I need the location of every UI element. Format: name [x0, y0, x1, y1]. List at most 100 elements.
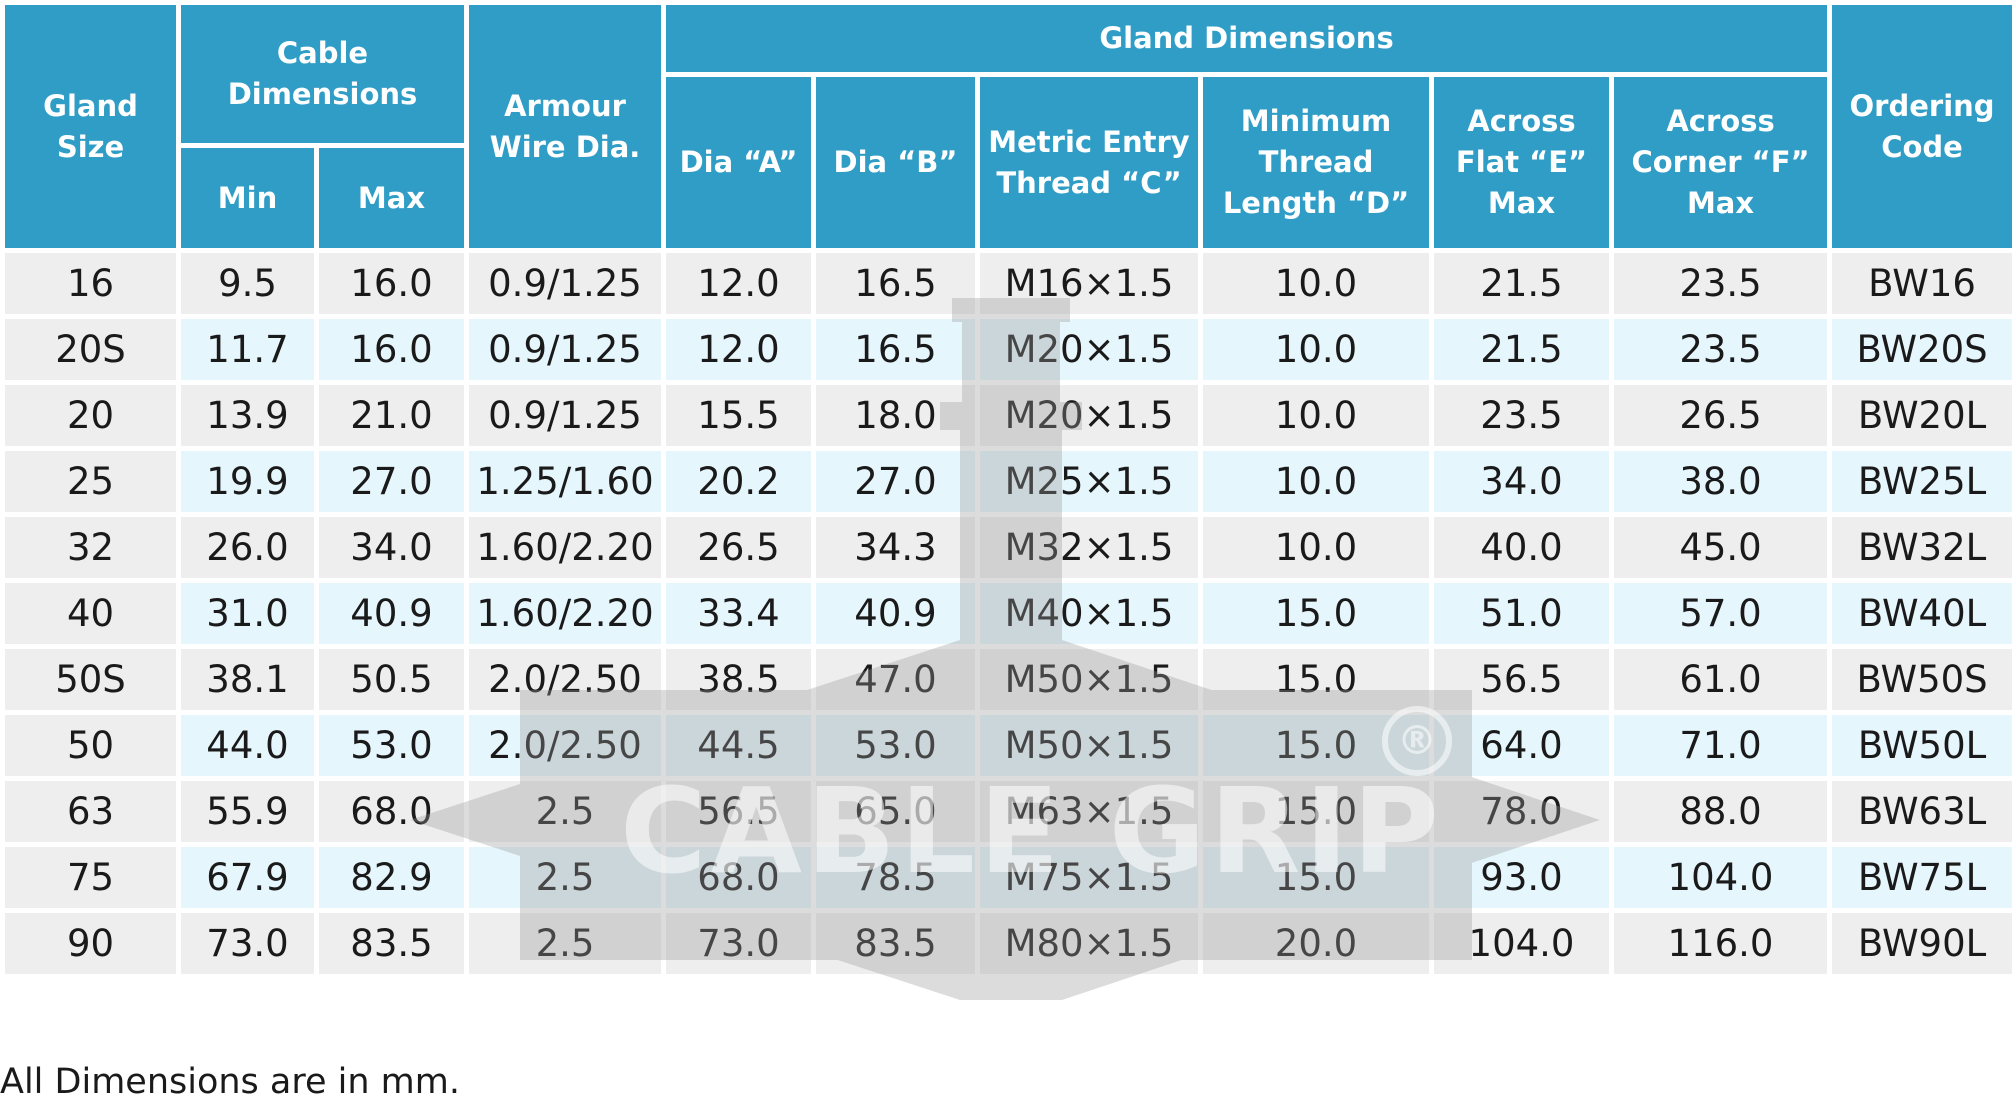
cell-min-thread-length: 10.0 [1201, 515, 1432, 581]
cell-across-corner: 88.0 [1612, 779, 1830, 845]
cell-min-thread-length: 15.0 [1201, 647, 1432, 713]
cell-gland-size: 75 [3, 845, 179, 911]
cell-cable-max: 82.9 [317, 845, 467, 911]
cell-gland-size: 50 [3, 713, 179, 779]
cell-cable-max: 40.9 [317, 581, 467, 647]
cell-min-thread-length: 10.0 [1201, 317, 1432, 383]
cell-armour-wire-dia: 1.60/2.20 [467, 581, 664, 647]
header-gland-dimensions: Gland Dimensions [664, 3, 1830, 75]
cell-gland-size: 25 [3, 449, 179, 515]
cell-cable-max: 68.0 [317, 779, 467, 845]
cell-dia-b: 18.0 [814, 383, 978, 449]
cell-across-corner: 116.0 [1612, 911, 1830, 977]
cell-min-thread-length: 10.0 [1201, 251, 1432, 317]
cell-dia-a: 20.2 [664, 449, 814, 515]
cell-dia-b: 16.5 [814, 317, 978, 383]
cell-across-corner: 45.0 [1612, 515, 1830, 581]
registered-mark-icon: ® [1382, 706, 1452, 776]
cell-across-flat: 34.0 [1432, 449, 1612, 515]
cell-dia-a: 15.5 [664, 383, 814, 449]
cell-across-corner: 23.5 [1612, 251, 1830, 317]
cell-across-corner: 23.5 [1612, 317, 1830, 383]
cell-dia-b: 16.5 [814, 251, 978, 317]
cell-ordering-code: BW16 [1830, 251, 2012, 317]
cell-min-thread-length: 10.0 [1201, 449, 1432, 515]
cell-across-flat: 93.0 [1432, 845, 1612, 911]
cell-dia-b: 83.5 [814, 911, 978, 977]
cell-cable-min: 73.0 [179, 911, 317, 977]
cell-gland-size: 20S [3, 317, 179, 383]
cell-armour-wire-dia: 0.9/1.25 [467, 317, 664, 383]
cell-across-flat: 78.0 [1432, 779, 1612, 845]
cell-dia-a: 73.0 [664, 911, 814, 977]
cell-gland-size: 32 [3, 515, 179, 581]
cell-dia-b: 40.9 [814, 581, 978, 647]
header-max: Max [317, 146, 467, 251]
cell-armour-wire-dia: 0.9/1.25 [467, 383, 664, 449]
header-across-corner: Across Corner “F” Max [1612, 75, 1830, 251]
cell-metric-entry-thread: M32×1.5 [978, 515, 1201, 581]
cell-ordering-code: BW50S [1830, 647, 2012, 713]
cell-gland-size: 63 [3, 779, 179, 845]
cell-metric-entry-thread: M40×1.5 [978, 581, 1201, 647]
cell-across-corner: 38.0 [1612, 449, 1830, 515]
cell-ordering-code: BW50L [1830, 713, 2012, 779]
cell-armour-wire-dia: 1.25/1.60 [467, 449, 664, 515]
header-across-flat: Across Flat “E” Max [1432, 75, 1612, 251]
cell-across-flat: 51.0 [1432, 581, 1612, 647]
cell-metric-entry-thread: M50×1.5 [978, 647, 1201, 713]
cell-across-flat: 23.5 [1432, 383, 1612, 449]
cell-across-flat: 104.0 [1432, 911, 1612, 977]
cell-cable-min: 26.0 [179, 515, 317, 581]
cell-dia-a: 12.0 [664, 317, 814, 383]
cell-gland-size: 50S [3, 647, 179, 713]
cell-cable-max: 53.0 [317, 713, 467, 779]
cell-ordering-code: BW90L [1830, 911, 2012, 977]
table-header: Gland Size Cable Dimensions Armour Wire … [3, 3, 2012, 251]
header-metric-entry-thread: Metric Entry Thread “C” [978, 75, 1201, 251]
cell-gland-size: 40 [3, 581, 179, 647]
header-min: Min [179, 146, 317, 251]
cell-metric-entry-thread: M20×1.5 [978, 383, 1201, 449]
cell-min-thread-length: 20.0 [1201, 911, 1432, 977]
cell-cable-min: 38.1 [179, 647, 317, 713]
header-armour-wire-dia: Armour Wire Dia. [467, 3, 664, 251]
cell-ordering-code: BW75L [1830, 845, 2012, 911]
header-ordering-code: Ordering Code [1830, 3, 2012, 251]
cell-metric-entry-thread: M20×1.5 [978, 317, 1201, 383]
cell-metric-entry-thread: M80×1.5 [978, 911, 1201, 977]
cell-armour-wire-dia: 0.9/1.25 [467, 251, 664, 317]
cell-dia-a: 12.0 [664, 251, 814, 317]
cell-cable-max: 27.0 [317, 449, 467, 515]
cell-cable-min: 31.0 [179, 581, 317, 647]
cell-dia-b: 34.3 [814, 515, 978, 581]
cell-cable-min: 44.0 [179, 713, 317, 779]
cell-min-thread-length: 10.0 [1201, 383, 1432, 449]
cell-gland-size: 16 [3, 251, 179, 317]
cell-cable-min: 19.9 [179, 449, 317, 515]
cell-ordering-code: BW40L [1830, 581, 2012, 647]
cell-cable-min: 13.9 [179, 383, 317, 449]
cell-ordering-code: BW32L [1830, 515, 2012, 581]
cell-across-flat: 64.0 [1432, 713, 1612, 779]
cell-metric-entry-thread: M25×1.5 [978, 449, 1201, 515]
cell-across-corner: 104.0 [1612, 845, 1830, 911]
cell-across-corner: 71.0 [1612, 713, 1830, 779]
cell-cable-max: 16.0 [317, 251, 467, 317]
cell-dia-a: 26.5 [664, 515, 814, 581]
cell-metric-entry-thread: M16×1.5 [978, 251, 1201, 317]
cell-cable-min: 55.9 [179, 779, 317, 845]
cell-cable-min: 11.7 [179, 317, 317, 383]
header-dia-b: Dia “B” [814, 75, 978, 251]
cell-armour-wire-dia: 2.0/2.50 [467, 647, 664, 713]
cell-ordering-code: BW63L [1830, 779, 2012, 845]
watermark-text: CABLE GRIP [620, 762, 1443, 900]
cell-ordering-code: BW20S [1830, 317, 2012, 383]
